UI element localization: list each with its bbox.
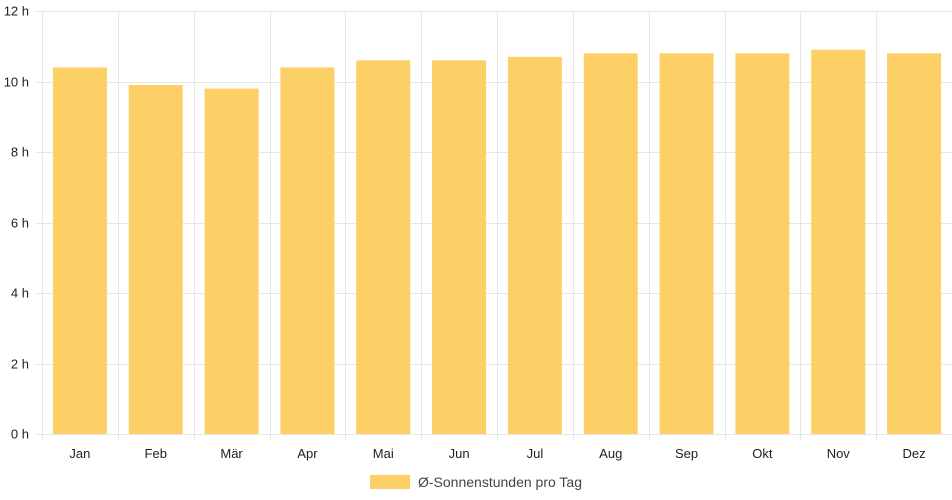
legend-swatch [370,475,410,489]
bar-apr[interactable] [280,67,335,435]
bar-chart: 0 h2 h4 h6 h8 h10 h12 h Jan Feb Mär Apr Mai J… [4,4,952,461]
x-tick-label: Jan [69,446,90,461]
bar-feb[interactable] [128,85,183,435]
x-tick-label: Feb [145,446,167,461]
y-tick-label: 2 h [11,357,29,372]
x-tick-label: Okt [752,446,773,461]
y-tick-label: 4 h [11,286,29,301]
legend-item[interactable]: Ø-Sonnenstunden pro Tag [370,474,582,490]
y-axis-ticks: 0 h 2 h 4 h 6 h 8 h 10 h 12 h [4,4,29,442]
x-tick-label: Dez [903,446,926,461]
bar-sep[interactable] [659,53,714,435]
y-tick-label: 0 h [11,427,29,442]
y-tick-label: 6 h [11,216,29,231]
bar-aug[interactable] [583,53,638,435]
bar-okt[interactable] [735,53,790,435]
x-tick-label: Jun [449,446,470,461]
x-tick-label: Nov [827,446,851,461]
legend-label: Ø-Sonnenstunden pro Tag [418,474,582,490]
legend: Ø-Sonnenstunden pro Tag [0,472,952,492]
y-tick-label: 10 h [4,75,29,90]
y-tick-label: 12 h [4,4,29,19]
x-tick-label: Mai [373,446,394,461]
bar-dez[interactable] [887,53,942,435]
x-tick-label: Sep [675,446,698,461]
x-axis-ticks: Jan Feb Mär Apr Mai Jun Jul Aug Sep Okt Nov Dez [69,446,925,461]
bar-mai[interactable] [356,60,411,434]
x-tick-label: Mär [220,446,243,461]
bar-jan[interactable] [52,67,107,435]
bar-mär[interactable] [204,88,259,435]
bar-nov[interactable] [811,49,866,435]
x-tick-label: Apr [297,446,318,461]
x-tick-label: Aug [599,446,622,461]
bars [52,49,942,435]
bar-jul[interactable] [507,56,562,434]
bar-jun[interactable] [432,60,487,434]
x-tick-label: Jul [527,446,544,461]
y-tick-label: 8 h [11,145,29,160]
grid-lines [36,11,952,440]
